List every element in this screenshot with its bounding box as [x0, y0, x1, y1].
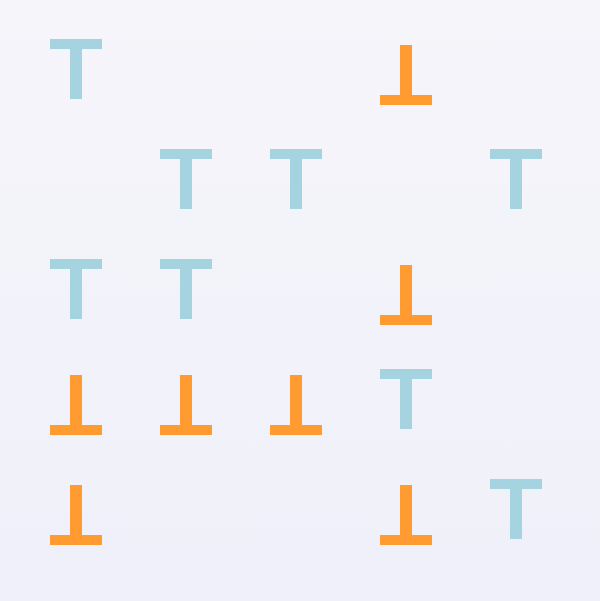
t-piece-stem — [510, 479, 522, 539]
t-piece-inverted[interactable] — [50, 365, 102, 435]
t-piece-stem — [70, 39, 82, 99]
t-piece-inverted[interactable] — [270, 365, 322, 435]
t-piece-stem — [400, 485, 412, 545]
t-piece-inverted[interactable] — [380, 35, 432, 105]
t-piece-upright[interactable] — [270, 149, 322, 219]
t-piece-stem — [400, 45, 412, 105]
t-piece-stem — [180, 375, 192, 435]
t-piece-upright[interactable] — [490, 149, 542, 219]
t-piece-stem — [70, 485, 82, 545]
t-piece-inverted[interactable] — [380, 475, 432, 545]
t-piece-stem — [400, 265, 412, 325]
t-piece-upright[interactable] — [490, 479, 542, 549]
t-piece-stem — [290, 375, 302, 435]
t-piece-stem — [70, 375, 82, 435]
t-piece-upright[interactable] — [160, 259, 212, 329]
t-piece-upright[interactable] — [50, 39, 102, 109]
t-piece-upright[interactable] — [50, 259, 102, 329]
t-piece-inverted[interactable] — [160, 365, 212, 435]
t-piece-stem — [510, 149, 522, 209]
t-piece-stem — [70, 259, 82, 319]
t-piece-upright[interactable] — [380, 369, 432, 439]
t-piece-stem — [180, 149, 192, 209]
t-piece-stem — [180, 259, 192, 319]
t-piece-upright[interactable] — [160, 149, 212, 219]
t-piece-inverted[interactable] — [50, 475, 102, 545]
t-piece-stem — [290, 149, 302, 209]
t-piece-inverted[interactable] — [380, 255, 432, 325]
t-piece-stem — [400, 369, 412, 429]
